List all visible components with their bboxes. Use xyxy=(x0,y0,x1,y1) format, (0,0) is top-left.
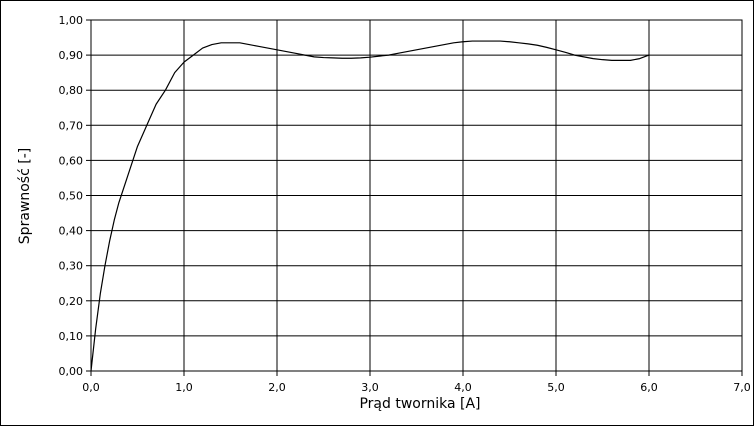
y-tick-label: 0,00 xyxy=(59,365,84,378)
series-layer xyxy=(90,40,650,372)
y-tick-label: 0,90 xyxy=(59,49,84,62)
y-tick-label: 0,60 xyxy=(59,154,84,167)
x-tick-label: 1,0 xyxy=(175,381,193,394)
x-tick-label: 2,0 xyxy=(268,381,286,394)
x-tick-label: 0,0 xyxy=(82,381,100,394)
x-tick-label: 7,0 xyxy=(733,381,751,394)
grid-layer xyxy=(90,19,743,372)
y-tick-label: 0,10 xyxy=(59,330,84,343)
axis-layer: 0,0 1,0 2,0 3,0 4,0 5,0 6,0 7,0 0,00 0,10 0,20 0,30… xyxy=(59,14,751,394)
y-tick-label: 0,20 xyxy=(59,295,84,308)
x-tick-label: 5,0 xyxy=(547,381,565,394)
y-tick-label: 0,70 xyxy=(59,119,84,132)
x-tick-label: 6,0 xyxy=(640,381,658,394)
y-tick-label: 0,30 xyxy=(59,260,84,273)
label-layer: Prąd twornika [A] Sprawność [-] xyxy=(17,148,481,412)
y-tick-label: 0,40 xyxy=(59,225,84,238)
x-tick-label: 4,0 xyxy=(454,381,472,394)
y-axis-label: Sprawność [-] xyxy=(17,148,33,244)
y-tick-label: 0,80 xyxy=(59,84,84,97)
x-tick-label: 3,0 xyxy=(361,381,379,394)
x-axis-label: Prąd twornika [A] xyxy=(359,396,480,412)
efficiency-series-line xyxy=(90,40,650,372)
y-tick-label: 0,50 xyxy=(59,190,84,203)
y-tick-label: 1,00 xyxy=(59,14,84,27)
